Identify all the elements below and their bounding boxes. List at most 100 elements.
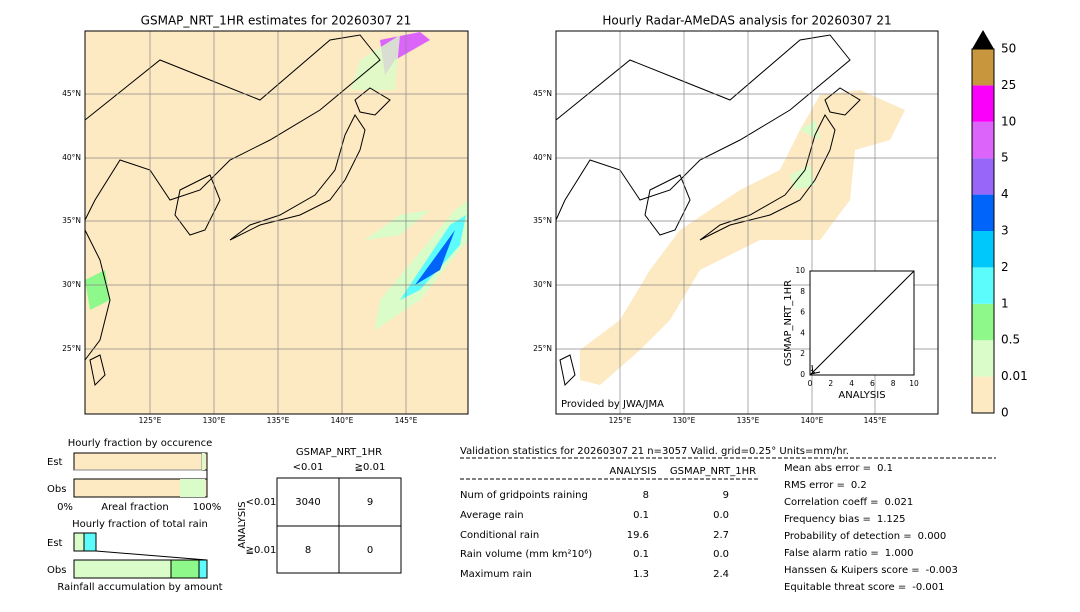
row-header: ≧0.01 bbox=[246, 545, 277, 556]
validation-statistics: Validation statistics for 20260307 21 n=… bbox=[460, 446, 996, 593]
score: False alarm ratio = 1.000 bbox=[784, 548, 913, 559]
credit: Provided by JWA/JMA bbox=[561, 399, 664, 410]
coastline bbox=[174, 174, 221, 236]
lat-label: 25°N bbox=[62, 344, 81, 353]
inset-x-tick: 2 bbox=[828, 379, 833, 388]
right-map: 45°N 40°N 35°N 30°N 25°N 125°E 130°E 135°E 140°E… bbox=[533, 14, 939, 425]
chart-title: Hourly fraction of total rain bbox=[72, 519, 208, 530]
row-label: Conditional rain bbox=[460, 530, 539, 541]
color-swatch bbox=[972, 267, 994, 304]
bar bbox=[73, 532, 85, 552]
colorbar-label: 10 bbox=[1001, 114, 1016, 128]
chart-title: Hourly fraction by occurence bbox=[68, 438, 212, 449]
lat-label: 30°N bbox=[62, 280, 81, 289]
lon-label: 125°E bbox=[139, 416, 162, 425]
color-swatch bbox=[972, 231, 994, 268]
colorbar-label: 0 bbox=[1001, 406, 1009, 420]
score: Correlation coeff = 0.021 bbox=[784, 497, 913, 508]
inset-x-tick: 8 bbox=[891, 379, 896, 388]
score-label: Hanssen & Kuipers score = bbox=[784, 565, 920, 576]
bar bbox=[83, 532, 97, 552]
score: Probability of detection = 0.000 bbox=[784, 531, 946, 542]
inset-x-tick: 0 bbox=[808, 379, 813, 388]
score: Frequency bias = 1.125 bbox=[784, 514, 906, 525]
lon-label: 130°E bbox=[203, 416, 226, 425]
lon-label: 140°E bbox=[801, 416, 824, 425]
coastline bbox=[559, 354, 576, 387]
row-label: Maximum rain bbox=[460, 569, 532, 580]
row-label: Num of gridpoints raining bbox=[460, 490, 588, 501]
bar bbox=[180, 479, 205, 497]
bar bbox=[198, 559, 208, 579]
lat-label: 35°N bbox=[62, 216, 81, 225]
table-title: GSMAP_NRT_1HR bbox=[296, 447, 382, 458]
inset-y-tick: 10 bbox=[795, 266, 805, 275]
column-header: <0.01 bbox=[293, 462, 324, 473]
score: RMS error = 0.2 bbox=[784, 480, 867, 491]
score-value: 0.021 bbox=[885, 497, 914, 508]
score-label: Equitable threat score = bbox=[784, 582, 906, 593]
rain-area bbox=[365, 210, 430, 240]
axis-label: 0% bbox=[57, 502, 73, 513]
color-swatch bbox=[972, 158, 994, 195]
cell: 1.3 bbox=[633, 569, 649, 580]
colorbar-label: 0.5 bbox=[1001, 333, 1020, 347]
lat-label: 30°N bbox=[533, 280, 552, 289]
bar bbox=[202, 453, 205, 470]
cell: 3040 bbox=[295, 497, 320, 508]
fraction-charts: Hourly fraction by occurence Est Obs 0% … bbox=[47, 438, 223, 593]
lon-label: 125°E bbox=[609, 416, 632, 425]
color-swatch bbox=[972, 376, 994, 413]
extend-arrow bbox=[972, 30, 994, 49]
row-label: Obs bbox=[47, 484, 66, 495]
rain-area bbox=[790, 120, 820, 190]
cell: 8 bbox=[643, 490, 649, 501]
lat-label: 40°N bbox=[62, 153, 81, 162]
color-swatch bbox=[972, 85, 994, 122]
score-label: Frequency bias = bbox=[784, 514, 871, 525]
score-label: RMS error = bbox=[784, 480, 845, 491]
color-swatch bbox=[972, 303, 994, 341]
axis-label: Areal fraction bbox=[101, 502, 168, 513]
lat-label: 45°N bbox=[62, 89, 81, 98]
map-title: GSMAP_NRT_1HR estimates for 20260307 21 bbox=[141, 14, 412, 28]
rain-area bbox=[350, 35, 400, 90]
row-label: Rain volume (mm km²10⁶) bbox=[460, 549, 592, 560]
coastline bbox=[555, 34, 851, 221]
lon-label: 140°E bbox=[331, 416, 354, 425]
rain-area bbox=[400, 215, 466, 300]
color-swatch bbox=[972, 340, 994, 377]
inset-x-tick: 6 bbox=[870, 379, 875, 388]
bar bbox=[73, 559, 172, 579]
bar-edge bbox=[95, 550, 208, 561]
rain-area bbox=[580, 90, 905, 385]
scatter-points bbox=[810, 364, 821, 375]
score-value: 0.000 bbox=[918, 531, 947, 542]
score-label: Correlation coeff = bbox=[784, 497, 879, 508]
lat-label: 45°N bbox=[533, 89, 552, 98]
inset-x-label: ANALYSIS bbox=[838, 390, 885, 401]
colorbar-label: 50 bbox=[1001, 42, 1016, 56]
map-frame bbox=[555, 30, 939, 415]
row-label: Est bbox=[47, 457, 63, 468]
cell: 0.0 bbox=[713, 549, 729, 560]
rain-area bbox=[375, 200, 468, 330]
cell: 9 bbox=[367, 497, 373, 508]
score-value: 0.1 bbox=[877, 463, 893, 474]
colorbar-label: 3 bbox=[1001, 224, 1009, 238]
inset-axes: 00 2 2 4 4 6 6 8 8 10 10 bbox=[795, 266, 919, 388]
colorbar-label: 2 bbox=[1001, 260, 1009, 274]
cell: 0.1 bbox=[633, 510, 649, 521]
cell: 9 bbox=[723, 490, 729, 501]
colorbar: 0 0.01 0.5 1 2 3 4 5 10 25 50 bbox=[971, 30, 1028, 420]
coastline bbox=[84, 229, 111, 361]
colorbar-label: 5 bbox=[1001, 151, 1009, 165]
coastline bbox=[699, 114, 836, 241]
colorbar-label: 1 bbox=[1001, 296, 1009, 310]
axis-label: 100% bbox=[193, 502, 222, 513]
coastline bbox=[644, 174, 691, 236]
grid: 45°N 40°N 35°N 30°N 25°N 125°E 130°E 135°E 140°E… bbox=[62, 31, 468, 425]
colorbar-label: 4 bbox=[1001, 187, 1009, 201]
score-label: Mean abs error = bbox=[784, 463, 871, 474]
row-label: Average rain bbox=[460, 510, 524, 521]
